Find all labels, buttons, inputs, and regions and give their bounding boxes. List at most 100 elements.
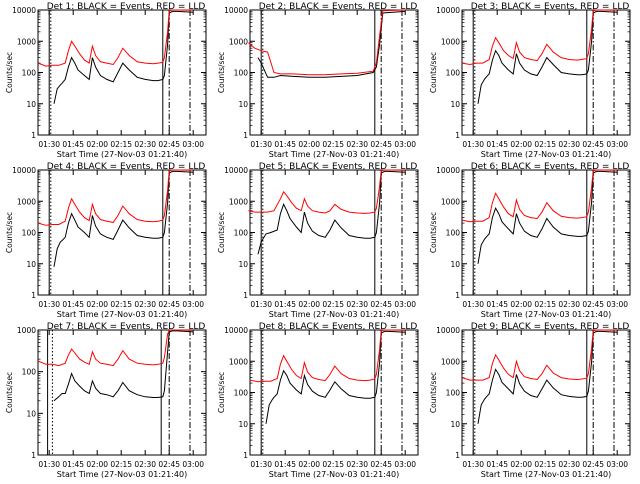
y-tick-label: 10000 (224, 326, 248, 335)
x-tick-label: 03:00 (606, 300, 628, 309)
y-tick-label: 1 (243, 291, 248, 300)
y-tick-label: 1 (31, 451, 36, 460)
series-line-events (477, 10, 618, 104)
y-tick-label: 10 (238, 100, 248, 109)
panel-title: Det 5: BLACK = Events, RED = LLD (259, 162, 418, 172)
y-axis-label: Counts/sec (5, 372, 14, 413)
x-tick-label: 02:30 (558, 460, 580, 469)
series-line-events (477, 330, 618, 424)
panel-det-6: Det 6: BLACK = Events, RED = LLD 1 10 100 10… (429, 162, 631, 319)
x-tick-label: 02:00 (86, 300, 108, 309)
x-tick-label: 03:00 (394, 460, 416, 469)
y-tick-label: 10000 (12, 166, 36, 175)
y-tick-label: 10000 (224, 6, 248, 15)
x-tick-label: 03:00 (394, 140, 416, 149)
x-axis-label: Start Time (27-Nov-03 01:21:40) (57, 470, 187, 479)
x-tick-label: 02:45 (582, 140, 604, 149)
y-tick-label: 1 (243, 451, 248, 460)
plot-frame (37, 329, 207, 456)
x-tick-label: 01:30 (38, 460, 60, 469)
y-tick-label: 1 (31, 131, 36, 140)
y-tick-label: 1000 (441, 357, 460, 366)
panel-det-1: Det 1: BLACK = Events, RED = LLD 1 10 100 10… (5, 2, 207, 159)
x-tick-label: 01:30 (462, 460, 484, 469)
y-axis-label: Counts/sec (5, 52, 14, 93)
x-tick-label: 02:45 (158, 140, 180, 149)
x-tick-label: 02:00 (510, 300, 532, 309)
x-tick-label: 02:30 (134, 300, 156, 309)
x-tick-label: 02:15 (322, 460, 344, 469)
y-tick-label: 10 (26, 100, 36, 109)
series-line-events (53, 330, 194, 402)
panel-det-8: Det 8: BLACK = Events, RED = LLD 1 10 100 10… (217, 322, 419, 479)
panel-det-9: Det 9: BLACK = Events, RED = LLD 1 10 100 10… (429, 322, 631, 479)
x-axis-label: Start Time (27-Nov-03 01:21:40) (269, 150, 399, 159)
y-tick-label: 100 (234, 229, 249, 238)
panel-title: Det 3: BLACK = Events, RED = LLD (471, 2, 630, 12)
series-line-events (53, 10, 194, 104)
y-tick-label: 100 (22, 368, 37, 377)
panel-det-3: Det 3: BLACK = Events, RED = LLD 1 10 100 10… (429, 2, 631, 159)
plot-frame (249, 329, 419, 456)
y-tick-label: 10 (26, 409, 36, 418)
x-tick-label: 01:30 (250, 460, 272, 469)
y-tick-label: 100 (22, 69, 37, 78)
plot-frame (37, 169, 207, 296)
x-axis-label: Start Time (27-Nov-03 01:21:40) (481, 310, 611, 319)
y-tick-label: 100 (22, 229, 37, 238)
x-tick-label: 01:30 (462, 140, 484, 149)
series-line-events (257, 170, 406, 255)
y-axis-label: Counts/sec (429, 212, 438, 253)
panel-det-7: Det 7: BLACK = Events, RED = LLD 1 10 100 10… (5, 322, 207, 479)
y-tick-label: 10 (238, 260, 248, 269)
x-tick-label: 02:45 (582, 300, 604, 309)
x-tick-label: 02:30 (558, 140, 580, 149)
series-line-lld (461, 169, 618, 223)
series-line-lld (37, 329, 194, 367)
x-tick-label: 01:45 (62, 460, 84, 469)
y-tick-label: 1000 (229, 357, 248, 366)
x-tick-label: 02:45 (370, 140, 392, 149)
x-tick-label: 02:45 (158, 300, 180, 309)
x-tick-label: 02:15 (110, 140, 132, 149)
plot-frame (249, 169, 419, 296)
x-axis-label: Start Time (27-Nov-03 01:21:40) (481, 470, 611, 479)
x-tick-label: 01:45 (486, 300, 508, 309)
x-tick-label: 02:30 (346, 460, 368, 469)
x-tick-label: 02:30 (134, 140, 156, 149)
x-axis-label: Start Time (27-Nov-03 01:21:40) (57, 310, 187, 319)
x-tick-label: 03:00 (182, 300, 204, 309)
x-tick-label: 02:30 (558, 300, 580, 309)
x-tick-label: 02:45 (582, 460, 604, 469)
x-tick-label: 03:00 (182, 460, 204, 469)
panel-title: Det 2: BLACK = Events, RED = LLD (259, 2, 418, 12)
x-axis-label: Start Time (27-Nov-03 01:21:40) (57, 150, 187, 159)
y-tick-label: 10000 (12, 6, 36, 15)
y-axis-label: Counts/sec (5, 212, 14, 253)
x-tick-label: 01:45 (486, 140, 508, 149)
panel-title: Det 8: BLACK = Events, RED = LLD (259, 322, 418, 332)
y-tick-label: 100 (446, 69, 461, 78)
x-tick-label: 01:30 (250, 140, 272, 149)
y-tick-label: 1000 (441, 197, 460, 206)
plot-frame (461, 169, 631, 296)
x-tick-label: 02:15 (322, 300, 344, 309)
x-axis-label: Start Time (27-Nov-03 01:21:40) (269, 310, 399, 319)
panel-det-5: Det 5: BLACK = Events, RED = LLD 1 10 100 10… (217, 162, 419, 319)
plot-frame (37, 9, 207, 136)
x-tick-label: 01:45 (274, 140, 296, 149)
series-line-lld (37, 9, 194, 67)
y-tick-label: 1000 (17, 326, 36, 335)
x-tick-label: 02:15 (110, 300, 132, 309)
x-tick-label: 02:00 (510, 460, 532, 469)
y-tick-label: 10 (450, 260, 460, 269)
plot-frame (461, 329, 631, 456)
series-line-lld (461, 329, 618, 381)
series-line-events (477, 170, 618, 264)
x-tick-label: 02:15 (534, 300, 556, 309)
y-tick-label: 10000 (436, 166, 460, 175)
x-tick-label: 01:45 (274, 300, 296, 309)
series-line-events (265, 330, 406, 424)
panel-title: Det 1: BLACK = Events, RED = LLD (47, 2, 206, 12)
